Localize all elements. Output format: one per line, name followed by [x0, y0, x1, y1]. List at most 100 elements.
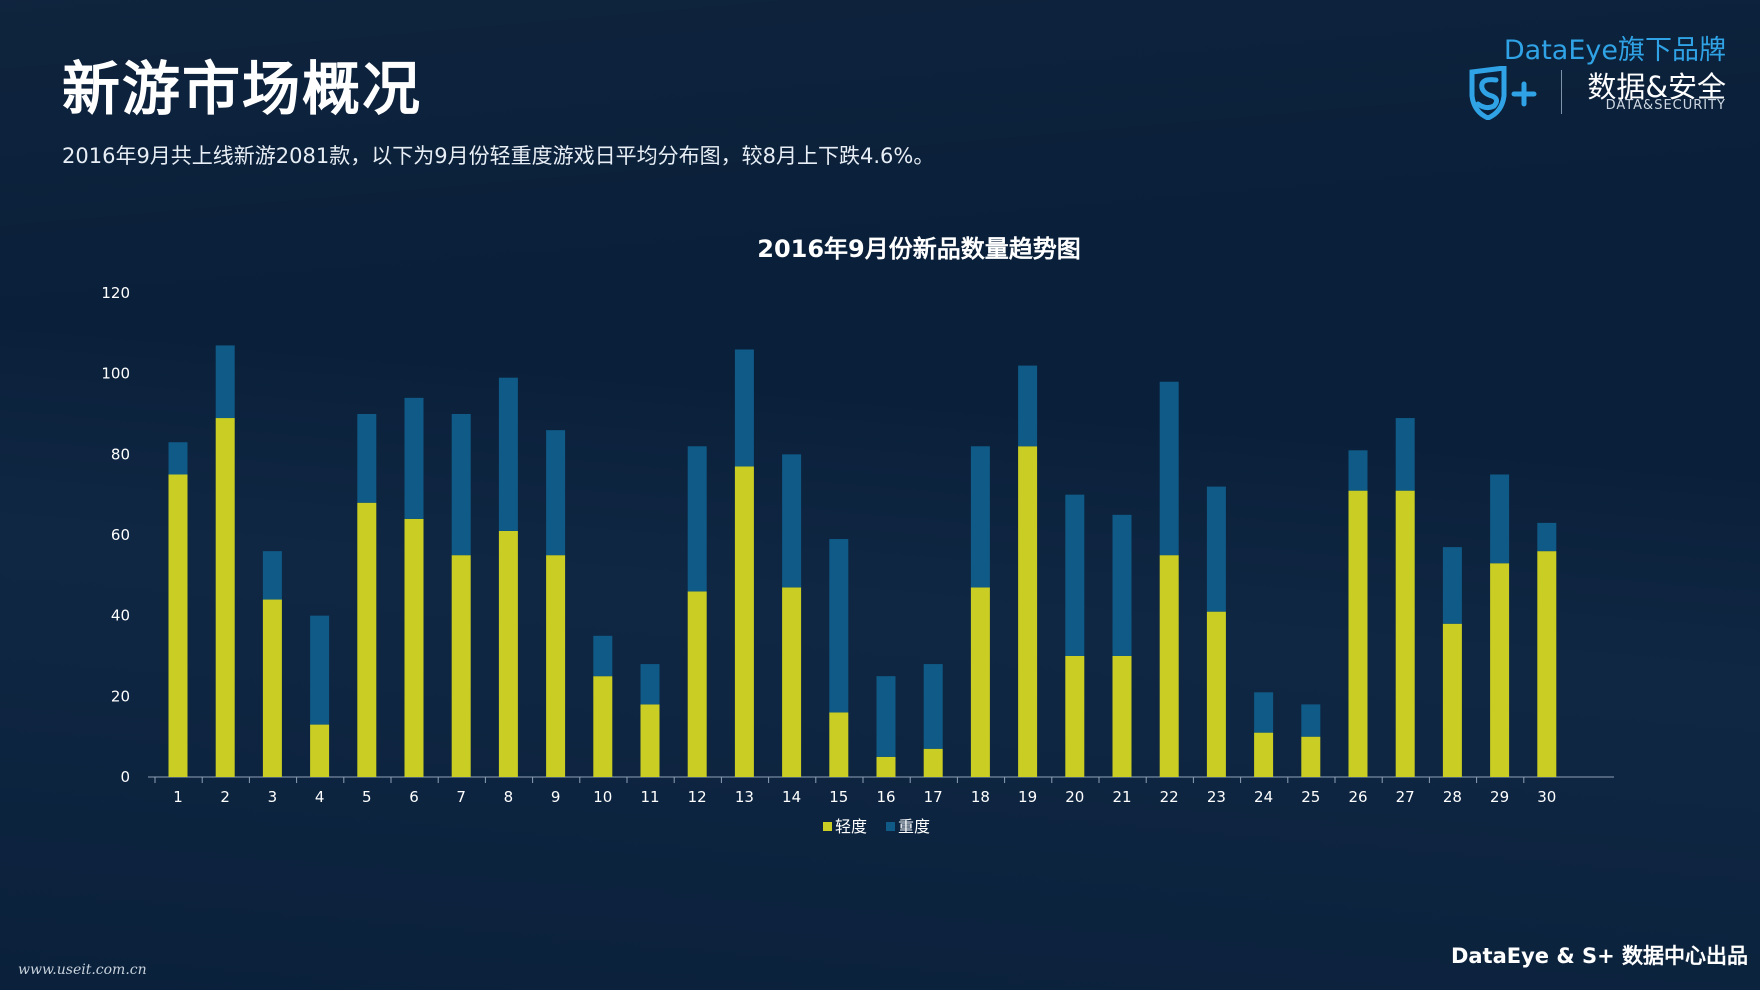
x-tick-label: 20: [1065, 788, 1084, 806]
x-tick-label: 26: [1348, 788, 1367, 806]
x-tick-label: 13: [735, 788, 754, 806]
bar-light: [1537, 551, 1557, 777]
x-tick-label: 7: [456, 788, 466, 806]
footer-watermark: www.useit.com.cn: [18, 962, 147, 978]
bar-light: [1254, 732, 1274, 777]
x-tick-label: 22: [1160, 788, 1179, 806]
brand-name-en: DATA&SECURITY: [1605, 98, 1726, 113]
x-tick-label: 8: [504, 788, 514, 806]
bar-heavy: [1395, 418, 1415, 491]
x-tick-label: 12: [688, 788, 707, 806]
bar-light: [1206, 611, 1226, 777]
bar-light: [357, 502, 377, 777]
bar-light: [1018, 446, 1038, 777]
x-tick-label: 25: [1301, 788, 1320, 806]
bar-light: [451, 555, 471, 777]
y-tick-label: 0: [120, 768, 130, 786]
y-tick-label: 100: [101, 365, 130, 383]
s-plus-shield-icon: [1469, 66, 1537, 120]
bar-heavy: [1301, 704, 1321, 737]
bar-light: [310, 724, 330, 777]
bar-heavy: [310, 615, 330, 725]
bar-light: [687, 591, 707, 777]
bar-heavy: [687, 446, 707, 592]
y-tick-label: 120: [101, 284, 130, 302]
legend-label: 重度: [898, 817, 930, 836]
bar-heavy: [782, 454, 802, 588]
bar-light: [1112, 656, 1132, 777]
x-tick-label: 10: [593, 788, 612, 806]
bar-heavy: [1206, 486, 1226, 612]
bar-light: [262, 599, 282, 777]
bar-heavy: [262, 551, 282, 600]
bar-heavy: [1537, 522, 1557, 552]
bar-heavy: [593, 635, 613, 677]
bar-heavy: [1065, 494, 1085, 656]
x-tick-label: 29: [1490, 788, 1509, 806]
bar-heavy: [404, 397, 424, 519]
bar-heavy: [734, 349, 754, 467]
brand-separator: [1561, 70, 1562, 114]
y-tick-label: 60: [111, 526, 130, 544]
bar-light: [1348, 490, 1368, 777]
bar-heavy: [546, 430, 566, 556]
legend-swatch: [886, 822, 895, 831]
bar-light: [404, 518, 424, 777]
x-tick-label: 11: [640, 788, 659, 806]
x-tick-label: 1: [173, 788, 183, 806]
x-tick-label: 4: [315, 788, 325, 806]
legend-label: 轻度: [835, 817, 867, 836]
bar-light: [1159, 555, 1179, 777]
x-tick-label: 5: [362, 788, 372, 806]
bar-heavy: [1442, 547, 1462, 624]
bar-light: [1395, 490, 1415, 777]
x-tick-label: 30: [1537, 788, 1556, 806]
bar-heavy: [1018, 365, 1038, 447]
bar-heavy: [1112, 514, 1132, 656]
bar-light: [1065, 656, 1085, 777]
bar-light: [1490, 563, 1510, 777]
x-tick-label: 3: [268, 788, 278, 806]
x-tick-label: 21: [1112, 788, 1131, 806]
brand-tagline: DataEye旗下品牌: [1503, 35, 1726, 66]
bar-light: [593, 676, 613, 777]
footer-credit: DataEye & S+ 数据中心出品: [1450, 944, 1748, 968]
y-tick-label: 80: [111, 445, 130, 463]
x-tick-label: 27: [1396, 788, 1415, 806]
x-tick-label: 15: [829, 788, 848, 806]
page-subtitle: 2016年9月共上线新游2081款，以下为9月份轻重度游戏日平均分布图，较8月上…: [62, 144, 935, 168]
bar-light: [1442, 623, 1462, 777]
y-tick-label: 40: [111, 607, 130, 625]
chart-title: 2016年9月份新品数量趋势图: [757, 235, 1081, 263]
bar-light: [215, 418, 235, 777]
bar-heavy: [829, 539, 849, 713]
bar-light: [970, 587, 990, 777]
x-tick-label: 18: [971, 788, 990, 806]
bar-light: [1301, 736, 1321, 777]
x-tick-label: 28: [1443, 788, 1462, 806]
bar-heavy: [640, 664, 660, 705]
chart: 2016年9月份新品数量趋势图 0 20 40 60 80 100 120 1 2 3 4 5 6 7 8 9 1…: [100, 225, 1640, 865]
bar-heavy: [357, 414, 377, 503]
x-tick-label: 16: [876, 788, 895, 806]
bar-heavy: [451, 414, 471, 556]
bar-light: [829, 712, 849, 777]
x-tick-label: 6: [409, 788, 419, 806]
bar-light: [168, 474, 188, 777]
legend-swatch: [823, 822, 832, 831]
bar-heavy: [215, 345, 235, 419]
x-tick-label: 19: [1018, 788, 1037, 806]
bar-light: [923, 748, 943, 777]
bar-heavy: [1490, 474, 1510, 564]
brand-name-cn: 数据&安全: [1587, 70, 1726, 104]
y-tick-label: 20: [111, 687, 130, 705]
bar-heavy: [168, 442, 188, 475]
bar-light: [782, 587, 802, 777]
x-tick-label: 2: [220, 788, 230, 806]
x-tick-label: 14: [782, 788, 801, 806]
bar-light: [546, 555, 566, 777]
bar-heavy: [1254, 692, 1274, 733]
bar-light: [876, 756, 896, 777]
